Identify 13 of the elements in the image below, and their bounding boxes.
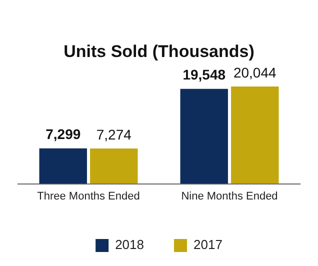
x-tick-label: Three Months Ended (37, 190, 140, 202)
chart-title: Units Sold (Thousands) (64, 42, 254, 61)
bar (231, 86, 279, 184)
data-label: 20,044 (233, 64, 276, 80)
data-label: 7,274 (96, 126, 132, 142)
bar (180, 88, 228, 184)
data-label: 7,299 (46, 126, 81, 142)
legend-label: 2018 (115, 237, 144, 252)
data-label: 19,548 (182, 66, 226, 83)
bar (39, 148, 87, 184)
bar (90, 148, 138, 184)
legend-label: 2017 (194, 237, 222, 252)
x-tick-label: Nine Months Ended (181, 190, 278, 202)
